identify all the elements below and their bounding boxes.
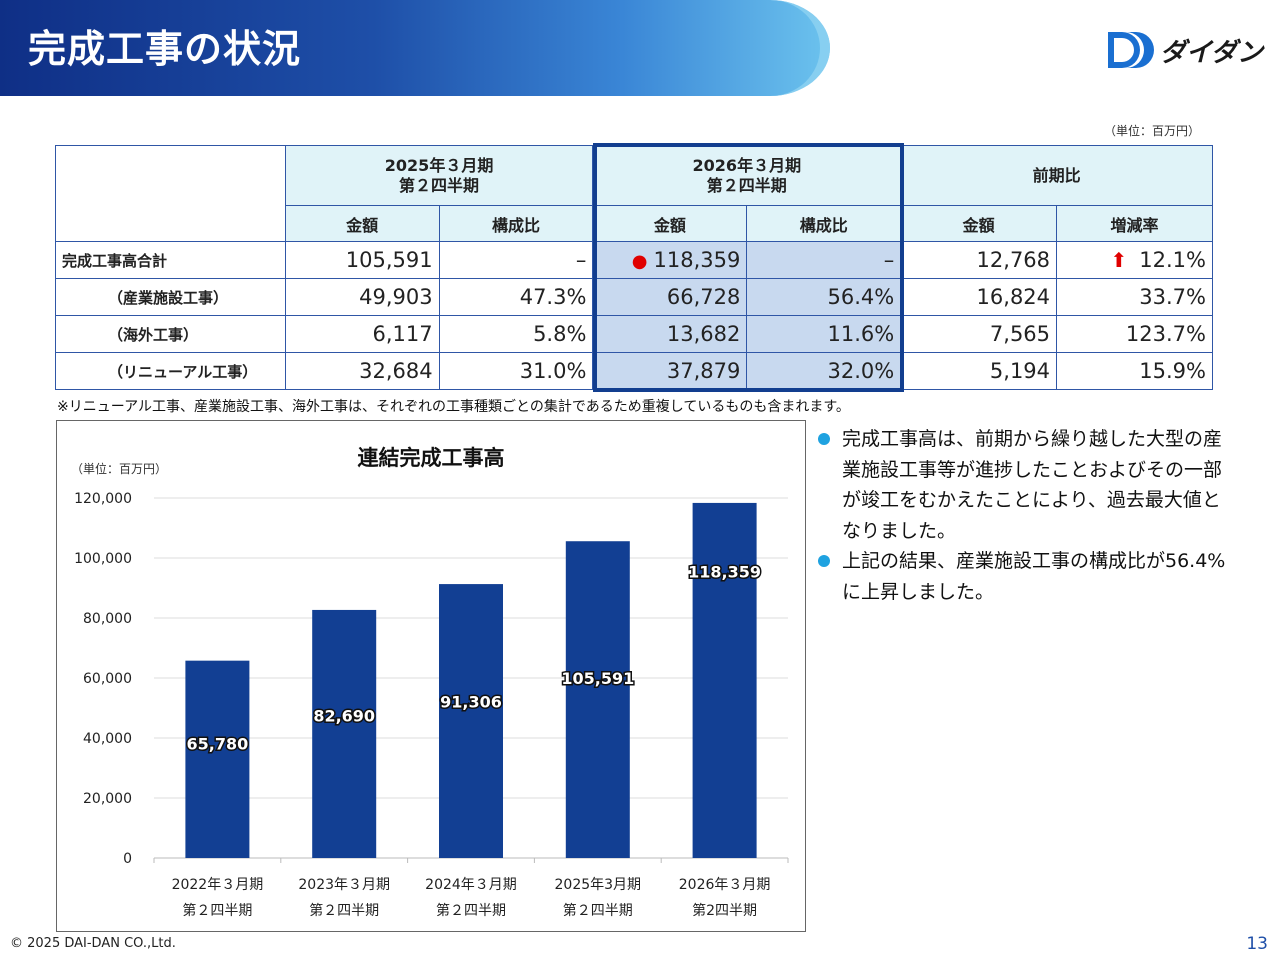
bullet-item: 上記の結果、産業施設工事の構成比が56.4%に上昇しました。 — [818, 546, 1238, 607]
chart-unit-label: （単位：百万円） — [71, 461, 167, 476]
x-tick-label: 第２四半期 — [436, 902, 506, 919]
red-dot-icon: ● — [631, 251, 648, 272]
row-label: （海外工事） — [55, 315, 286, 353]
bar-value-label: 65,780 — [187, 734, 249, 753]
y-tick-label: 100,000 — [74, 551, 132, 567]
bullet-dot-icon — [818, 555, 830, 567]
col-header: 金額 — [592, 205, 748, 242]
table-row: （リニューアル工事） 32,684 31.0% 37,879 32.0% 5,1… — [55, 352, 1213, 390]
cell: 16,824 — [900, 278, 1058, 316]
cell: 12,768 — [900, 241, 1058, 279]
logo-text: ダイダン — [1160, 37, 1263, 68]
cell: 5.8% — [438, 315, 594, 353]
table-row: （産業施設工事） 49,903 47.3% 66,728 56.4% 16,82… — [55, 278, 1213, 316]
cell: 6,117 — [284, 315, 440, 353]
x-tick-label: 2022年３月期 — [172, 877, 264, 893]
bar — [439, 584, 503, 858]
cell: 15.9% — [1056, 352, 1213, 390]
bullet-item: 完成工事高は、前期から繰り越した大型の産業施設工事等が進捗したことおよびその一部… — [818, 424, 1238, 546]
bar — [312, 609, 377, 858]
cell: – — [438, 241, 594, 279]
row-label: （リニューアル工事） — [55, 352, 286, 390]
cell: 11.6% — [746, 315, 902, 353]
logo-mark-icon — [1108, 32, 1154, 68]
page-title: 完成工事の状況 — [28, 27, 302, 71]
company-logo: ダイダン — [1106, 30, 1263, 70]
x-tick-label: 第２四半期 — [182, 902, 252, 919]
y-tick-label: 80,000 — [83, 611, 132, 627]
col-header: 金額 — [900, 205, 1058, 242]
cell: 5,194 — [900, 352, 1058, 390]
bar — [185, 660, 250, 858]
cell: 13,682 — [592, 315, 748, 353]
bar-value-label: 118,359 — [688, 563, 761, 582]
cell: 123.7% — [1056, 315, 1213, 353]
cell: 49,903 — [284, 278, 440, 316]
y-tick-label: 20,000 — [83, 791, 132, 807]
bar — [692, 502, 757, 858]
bar-value-label: 82,690 — [313, 707, 375, 726]
y-tick-label: 60,000 — [83, 671, 132, 687]
table-row: （海外工事） 6,117 5.8% 13,682 11.6% 7,565 123… — [55, 315, 1213, 353]
cell: 37,879 — [592, 352, 748, 390]
bar-value-label: 91,306 — [440, 692, 502, 711]
table-row: 完成工事高合計 105,591 – ● 118,359 – 12,768 ⬆ 12.… — [55, 241, 1213, 279]
y-tick-label: 0 — [123, 851, 132, 867]
bar — [565, 541, 630, 858]
col-header: 金額 — [284, 205, 440, 242]
y-tick-label: 40,000 — [83, 731, 132, 747]
group-header-2026: 2026年３月期 第２四半期 — [592, 145, 902, 206]
col-header: 構成比 — [438, 205, 594, 242]
copyright: © 2025 DAI-DAN CO.,Ltd. — [10, 936, 176, 951]
arrow-up-icon: ⬆ — [1110, 248, 1128, 272]
cell: 56.4% — [746, 278, 902, 316]
cell: 7,565 — [900, 315, 1058, 353]
x-tick-label: 2024年３月期 — [425, 877, 517, 893]
cell: ● 118,359 — [592, 241, 748, 279]
cell: 31.0% — [438, 352, 594, 390]
cell: 33.7% — [1056, 278, 1213, 316]
x-tick-label: 2026年３月期 — [679, 877, 771, 893]
x-tick-label: 2023年３月期 — [298, 877, 390, 893]
col-header: 構成比 — [746, 205, 902, 242]
y-tick-label: 120,000 — [74, 491, 132, 507]
chart-title: 連結完成工事高 — [358, 446, 505, 470]
row-label: 完成工事高合計 — [55, 241, 286, 279]
group-header-2025: 2025年３月期 第２四半期 — [284, 145, 594, 206]
results-table: 2025年３月期 第２四半期 2026年３月期 第２四半期 前期比 金額 構成比 金… — [55, 145, 1213, 390]
cell: 32,684 — [284, 352, 440, 390]
row-label: （産業施設工事） — [55, 278, 286, 316]
table-unit: （単位：百万円） — [1104, 124, 1201, 138]
bullet-dot-icon — [818, 433, 830, 445]
cell: 47.3% — [438, 278, 594, 316]
commentary: 完成工事高は、前期から繰り越した大型の産業施設工事等が進捗したことおよびその一部… — [818, 424, 1238, 607]
group-header-yoy: 前期比 — [900, 145, 1213, 206]
cell: 66,728 — [592, 278, 748, 316]
table-note: ※リニューアル工事、産業施設工事、海外工事は、それぞれの工事種類ごとの集計である… — [57, 399, 850, 415]
x-tick-label: 第２四半期 — [309, 902, 379, 919]
bar-value-label: 105,591 — [561, 669, 634, 688]
cell: 32.0% — [746, 352, 902, 390]
cell: 105,591 — [284, 241, 440, 279]
cell: ⬆ 12.1% — [1056, 241, 1213, 279]
corner-cell — [55, 145, 286, 242]
col-header: 増減率 — [1056, 205, 1213, 242]
chart-container: 連結完成工事高 （単位：百万円） 0 20,000 40,000 60,000 80,000… — [56, 420, 806, 932]
bar-chart: 連結完成工事高 （単位：百万円） 0 20,000 40,000 60,000 80,000… — [71, 446, 789, 919]
header-decoration — [760, 0, 830, 96]
page-number: 13 — [1246, 934, 1268, 954]
header-bar — [0, 0, 830, 96]
x-tick-label: 第2四半期 — [692, 902, 757, 919]
x-tick-label: 2025年3月期 — [555, 877, 642, 893]
cell: – — [746, 241, 902, 279]
x-tick-label: 第２四半期 — [563, 902, 633, 919]
header: 完成工事の状況 ダイダン — [0, 0, 1280, 96]
